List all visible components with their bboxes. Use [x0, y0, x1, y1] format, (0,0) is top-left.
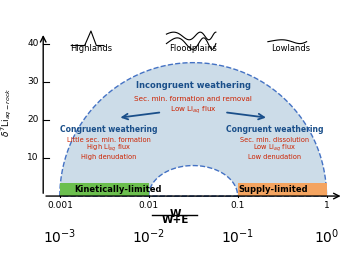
- Text: 10: 10: [27, 153, 39, 162]
- Text: High denudation: High denudation: [81, 154, 136, 160]
- Text: Highlands: Highlands: [70, 44, 112, 53]
- Text: 20: 20: [27, 115, 39, 124]
- Polygon shape: [60, 63, 327, 196]
- Text: W+E: W+E: [162, 215, 189, 225]
- Text: Floodplains: Floodplains: [169, 44, 217, 53]
- Text: Little sec. min. formation: Little sec. min. formation: [67, 137, 150, 143]
- Text: Lowlands: Lowlands: [271, 44, 311, 53]
- Text: Supply-limited: Supply-limited: [238, 185, 308, 194]
- Bar: [238, 183, 327, 196]
- Text: 0.001: 0.001: [47, 201, 73, 210]
- Bar: [60, 183, 149, 196]
- Text: High Li$_{aq}$ flux: High Li$_{aq}$ flux: [86, 143, 131, 154]
- Text: Kinetically-limited: Kinetically-limited: [74, 185, 161, 194]
- Text: 40: 40: [27, 39, 39, 48]
- Text: Sec. min. dissolution: Sec. min. dissolution: [240, 137, 310, 143]
- Text: 0.1: 0.1: [230, 201, 245, 210]
- Text: $\delta^7$Li$_{aq-rock}$: $\delta^7$Li$_{aq-rock}$: [0, 88, 14, 137]
- Text: Low Li$_{aq}$ flux: Low Li$_{aq}$ flux: [170, 105, 217, 116]
- Text: Congruent weathering: Congruent weathering: [226, 125, 324, 134]
- Text: Low denudation: Low denudation: [248, 154, 302, 160]
- Polygon shape: [149, 166, 238, 196]
- Text: 30: 30: [27, 77, 39, 86]
- Text: W: W: [170, 209, 181, 219]
- Text: 0.01: 0.01: [139, 201, 159, 210]
- Text: Congruent weathering: Congruent weathering: [60, 125, 157, 134]
- Text: Sec. min. formation and removal: Sec. min. formation and removal: [134, 96, 252, 102]
- Text: Low Li$_{aq}$ flux: Low Li$_{aq}$ flux: [253, 143, 297, 154]
- Text: Incongruent weathering: Incongruent weathering: [136, 81, 251, 90]
- Text: 1: 1: [324, 201, 329, 210]
